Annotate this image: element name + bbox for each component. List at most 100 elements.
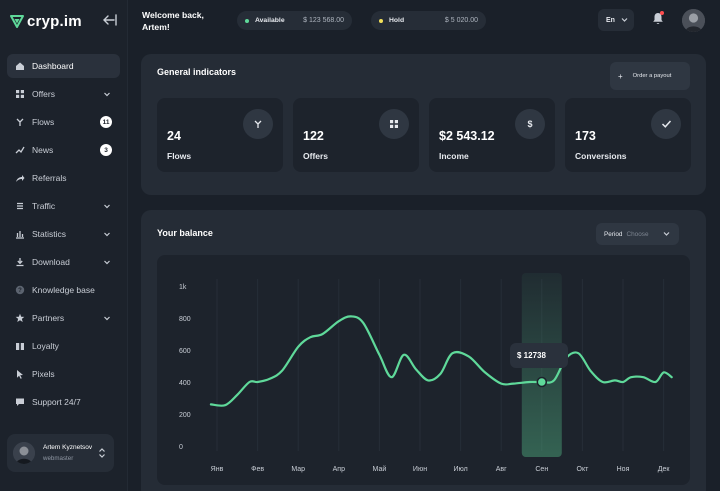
y-tick-label: 600 — [179, 348, 191, 355]
period-select[interactable]: Period Choose — [596, 223, 679, 245]
balance-chart: 0 200 400 600 800 1k Янв Фев Мар Апр Май Июн Июл Авг С… — [157, 255, 690, 485]
period-value: Choose — [626, 230, 649, 238]
sidebar-item-label: Partners — [32, 313, 65, 323]
sidebar-item-knowledge-base[interactable]: ? Knowledge base — [7, 278, 120, 302]
y-tick-label: 0 — [179, 444, 183, 451]
x-tick-label: Июн — [413, 466, 427, 473]
sidebar-item-label: Download — [32, 257, 70, 267]
welcome-message: Welcome back, Artem! — [142, 9, 204, 33]
home-icon — [15, 61, 25, 71]
sidebar-item-partners[interactable]: Partners — [7, 306, 120, 330]
logo[interactable]: cryp.im — [10, 12, 82, 30]
indicator-card-conversions: 173 Conversions — [565, 98, 691, 172]
sidebar: cryp.im Dashboard Offers Flows 11 News 3… — [0, 0, 128, 491]
sidebar-item-label: Offers — [32, 89, 55, 99]
sidebar-item-support[interactable]: Support 24/7 — [7, 390, 120, 414]
x-tick-label: Авг — [496, 466, 507, 473]
y-tick-label: 800 — [179, 316, 191, 323]
sidebar-item-statistics[interactable]: Statistics — [7, 222, 120, 246]
indicator-card-income: $ $2 543.12 Income — [429, 98, 555, 172]
sidebar-item-pixels[interactable]: Pixels — [7, 362, 120, 386]
available-label: Available — [255, 17, 285, 24]
x-tick-label: Янв — [211, 466, 224, 473]
series-line — [209, 315, 673, 407]
loyalty-icon — [15, 341, 25, 351]
sidebar-item-label: News — [32, 145, 54, 155]
dollar-icon: $ — [515, 109, 545, 139]
x-tick-label: Мар — [291, 466, 305, 473]
avatar[interactable] — [682, 9, 705, 32]
download-icon — [15, 257, 25, 267]
income-label: Income — [439, 151, 469, 161]
welcome-name: Artem! — [142, 22, 170, 32]
hold-status-dot — [379, 18, 383, 23]
hold-balance-pill: Hold $ 5 020.00 — [371, 11, 486, 30]
x-tick-label: Сен — [535, 466, 548, 473]
balance-title: Your balance — [157, 228, 213, 238]
bell-icon[interactable] — [652, 12, 664, 25]
language-select[interactable]: En — [598, 9, 634, 31]
y-tick-label: 400 — [179, 380, 191, 387]
offers-value: 122 — [303, 129, 324, 143]
available-value: $ 123 568.00 — [303, 17, 344, 24]
sidebar-item-label: Support 24/7 — [32, 397, 81, 407]
sidebar-item-download[interactable]: Download — [7, 250, 120, 274]
sidebar-item-label: Statistics — [32, 229, 67, 239]
chevron-down-icon — [663, 232, 670, 236]
chevron-up-down-icon[interactable] — [98, 447, 106, 459]
check-icon — [651, 109, 681, 139]
sidebar-item-label: Knowledge base — [32, 285, 95, 295]
cursor-icon — [15, 369, 25, 379]
x-tick-label: Окт — [577, 466, 590, 473]
sidebar-item-offers[interactable]: Offers — [7, 82, 120, 106]
welcome-line: Welcome back, — [142, 10, 204, 20]
highlight-point — [536, 376, 548, 388]
order-payout-label: Order a payout — [632, 73, 672, 79]
balance-line-chart: 0 200 400 600 800 1k Янв Фев Мар Апр Май Июн Июл Авг С… — [179, 273, 673, 473]
indicator-card-flows: 24 Flows — [157, 98, 283, 172]
sidebar-nav: Dashboard Offers Flows 11 News 3 Referra… — [7, 54, 120, 418]
svg-text:?: ? — [18, 288, 22, 294]
flows-value: 24 — [167, 129, 181, 143]
collapse-sidebar-icon[interactable] — [102, 13, 118, 27]
general-indicators-title: General indicators — [157, 67, 237, 77]
hold-value: $ 5 020.00 — [444, 17, 478, 24]
indicator-card-offers: 122 Offers — [293, 98, 419, 172]
logo-icon — [10, 15, 24, 28]
y-tick-label: 1k — [179, 284, 187, 291]
x-tick-label: Фев — [251, 466, 264, 473]
user-card[interactable]: Artem Kyznetsov webmaster — [7, 434, 114, 472]
period-label: Period — [604, 230, 623, 238]
sidebar-item-label: Flows — [32, 117, 55, 127]
x-tick-label: Июл — [453, 466, 467, 473]
plus-icon: + — [618, 71, 623, 81]
share-icon — [15, 173, 25, 183]
available-status-dot — [245, 18, 249, 23]
flow-icon — [243, 109, 273, 139]
available-balance-pill: Available $ 123 568.00 — [237, 11, 352, 30]
order-payout-button[interactable]: + Order a payout — [610, 62, 690, 90]
flow-icon — [15, 117, 25, 127]
flows-label: Flows — [167, 151, 192, 161]
x-tick-label: Май — [373, 465, 387, 473]
sidebar-item-flows[interactable]: Flows 11 — [7, 110, 120, 134]
chevron-down-icon — [104, 92, 110, 97]
sidebar-item-dashboard[interactable]: Dashboard — [7, 54, 120, 78]
sidebar-item-label: Loyalty — [32, 341, 59, 351]
sidebar-item-referrals[interactable]: Referrals — [7, 166, 120, 190]
chevron-down-icon — [104, 260, 110, 265]
conversions-value: 173 — [575, 129, 596, 143]
sidebar-item-news[interactable]: News 3 — [7, 138, 120, 162]
flows-count-badge: 11 — [100, 116, 112, 128]
sidebar-item-traffic[interactable]: Traffic — [7, 194, 120, 218]
sidebar-item-label: Dashboard — [32, 61, 74, 71]
grid-icon — [379, 109, 409, 139]
chevron-down-icon — [621, 18, 628, 22]
conversions-label: Conversions — [575, 151, 627, 161]
tooltip-value: $ 12738 — [517, 351, 546, 360]
sidebar-item-label: Traffic — [32, 201, 56, 211]
list-icon — [15, 201, 25, 211]
x-tick-label: Апр — [333, 466, 345, 473]
grid-icon — [15, 89, 25, 99]
sidebar-item-loyalty[interactable]: Loyalty — [7, 334, 120, 358]
